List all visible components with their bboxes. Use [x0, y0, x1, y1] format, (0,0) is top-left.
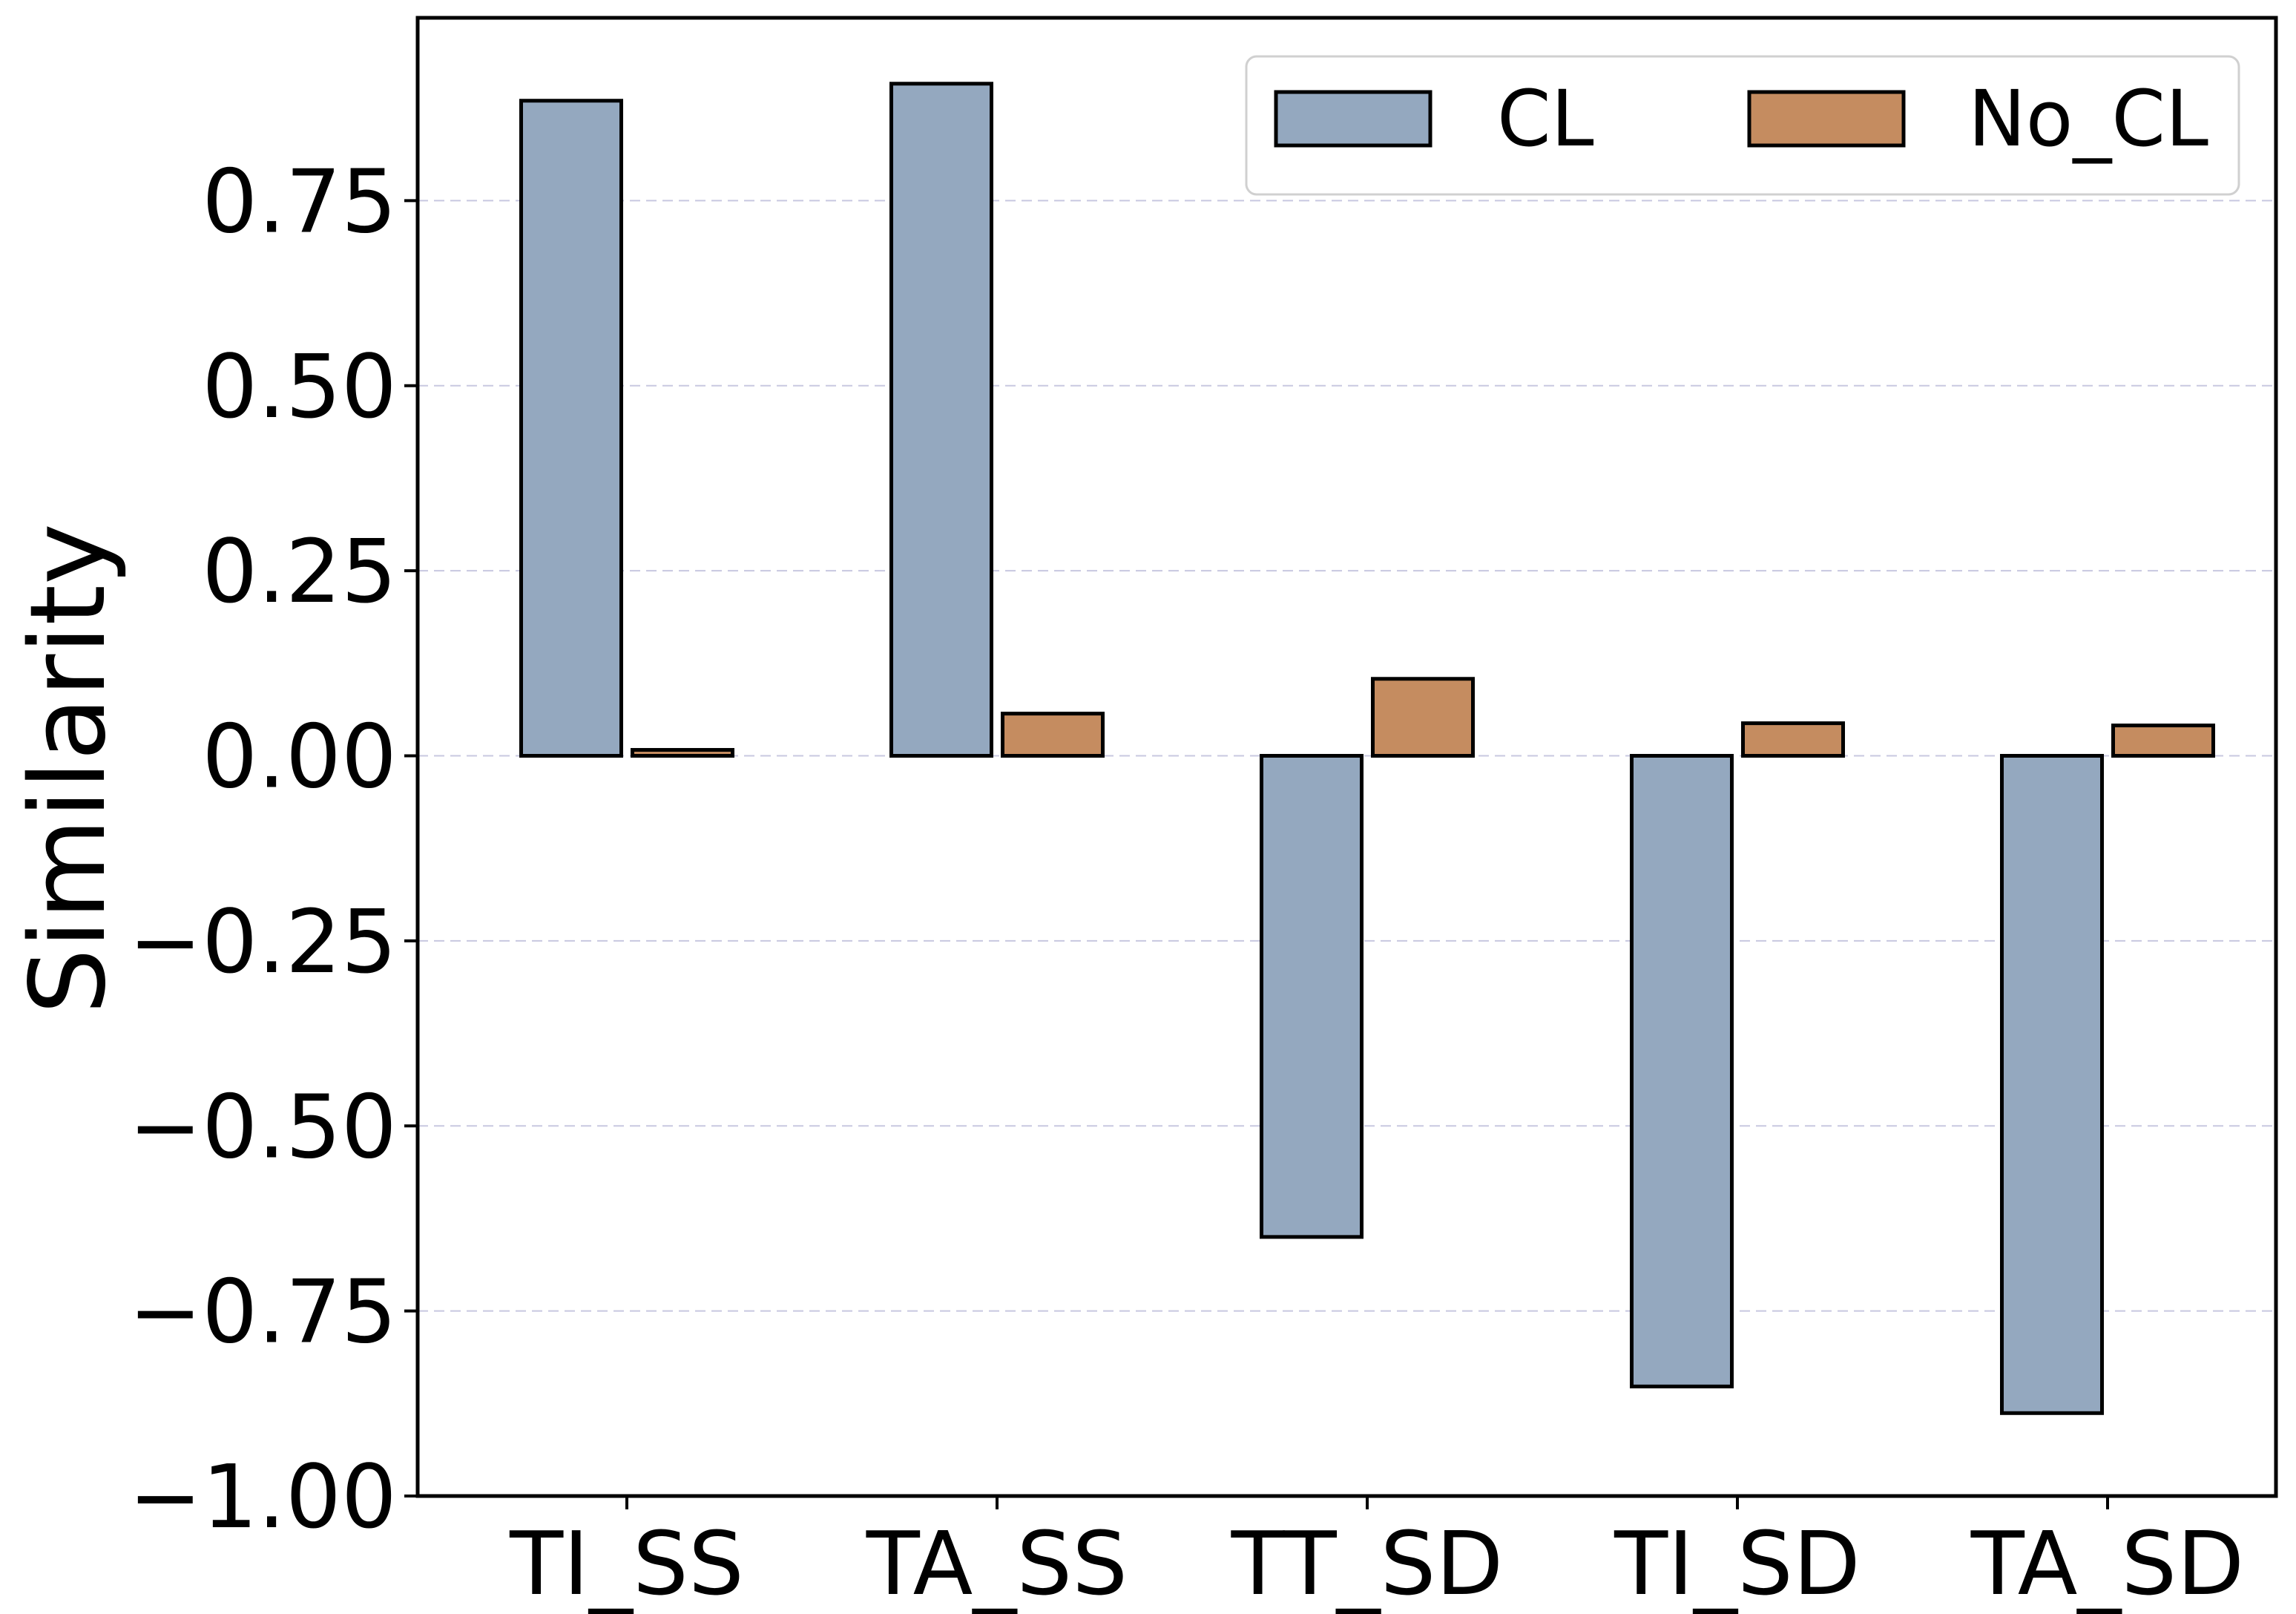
- legend-swatch-cl: [1274, 90, 1432, 148]
- bar-cl-ti-ss: [519, 99, 623, 758]
- bar-no-cl-ta-ss: [1001, 712, 1105, 758]
- bars: [519, 82, 2215, 1415]
- bar-cl-tt-sd: [1260, 754, 1364, 1239]
- legend-label-no-cl: No_CL: [1968, 73, 2208, 164]
- bar-cl-ta-sd: [2000, 754, 2104, 1415]
- bar-no-cl-ti-ss: [631, 748, 734, 758]
- y-axis-title: Similarity: [8, 523, 129, 1014]
- legend-swatch-no-cl: [1747, 90, 1906, 148]
- bar-cl-ta-ss: [889, 82, 993, 758]
- legend: CL No_CL: [1245, 55, 2240, 196]
- legend-label-cl: CL: [1497, 73, 1594, 164]
- y-tick-label: 0.50: [202, 335, 397, 438]
- y-tick-label: −0.50: [128, 1075, 397, 1178]
- x-tick-label: TI_SS: [509, 1512, 744, 1614]
- legend-box: [1245, 55, 2240, 196]
- bar-no-cl-tt-sd: [1371, 677, 1475, 758]
- y-tick-label: −0.25: [128, 890, 397, 993]
- bar-cl-ti-sd: [1630, 754, 1734, 1388]
- x-tick-label: TA_SS: [866, 1512, 1128, 1614]
- bar-no-cl-ti-sd: [1741, 721, 1845, 758]
- y-tick-label: −1.00: [128, 1446, 397, 1548]
- y-tick-label: 0.00: [202, 706, 397, 808]
- axis-ticks: −1.00 −0.75 −0.50 −0.25 0.00 0.25 0.50 0.75 TI_S…: [128, 150, 2244, 1614]
- bar-no-cl-ta-sd: [2111, 724, 2215, 758]
- y-tick-label: 0.75: [202, 150, 397, 252]
- y-tick-label: 0.25: [202, 520, 397, 623]
- x-tick-label: TI_SD: [1614, 1512, 1861, 1614]
- x-tick-label: TA_SD: [1970, 1512, 2244, 1614]
- y-tick-label: −0.75: [128, 1261, 397, 1363]
- x-tick-label: TT_SD: [1231, 1512, 1504, 1614]
